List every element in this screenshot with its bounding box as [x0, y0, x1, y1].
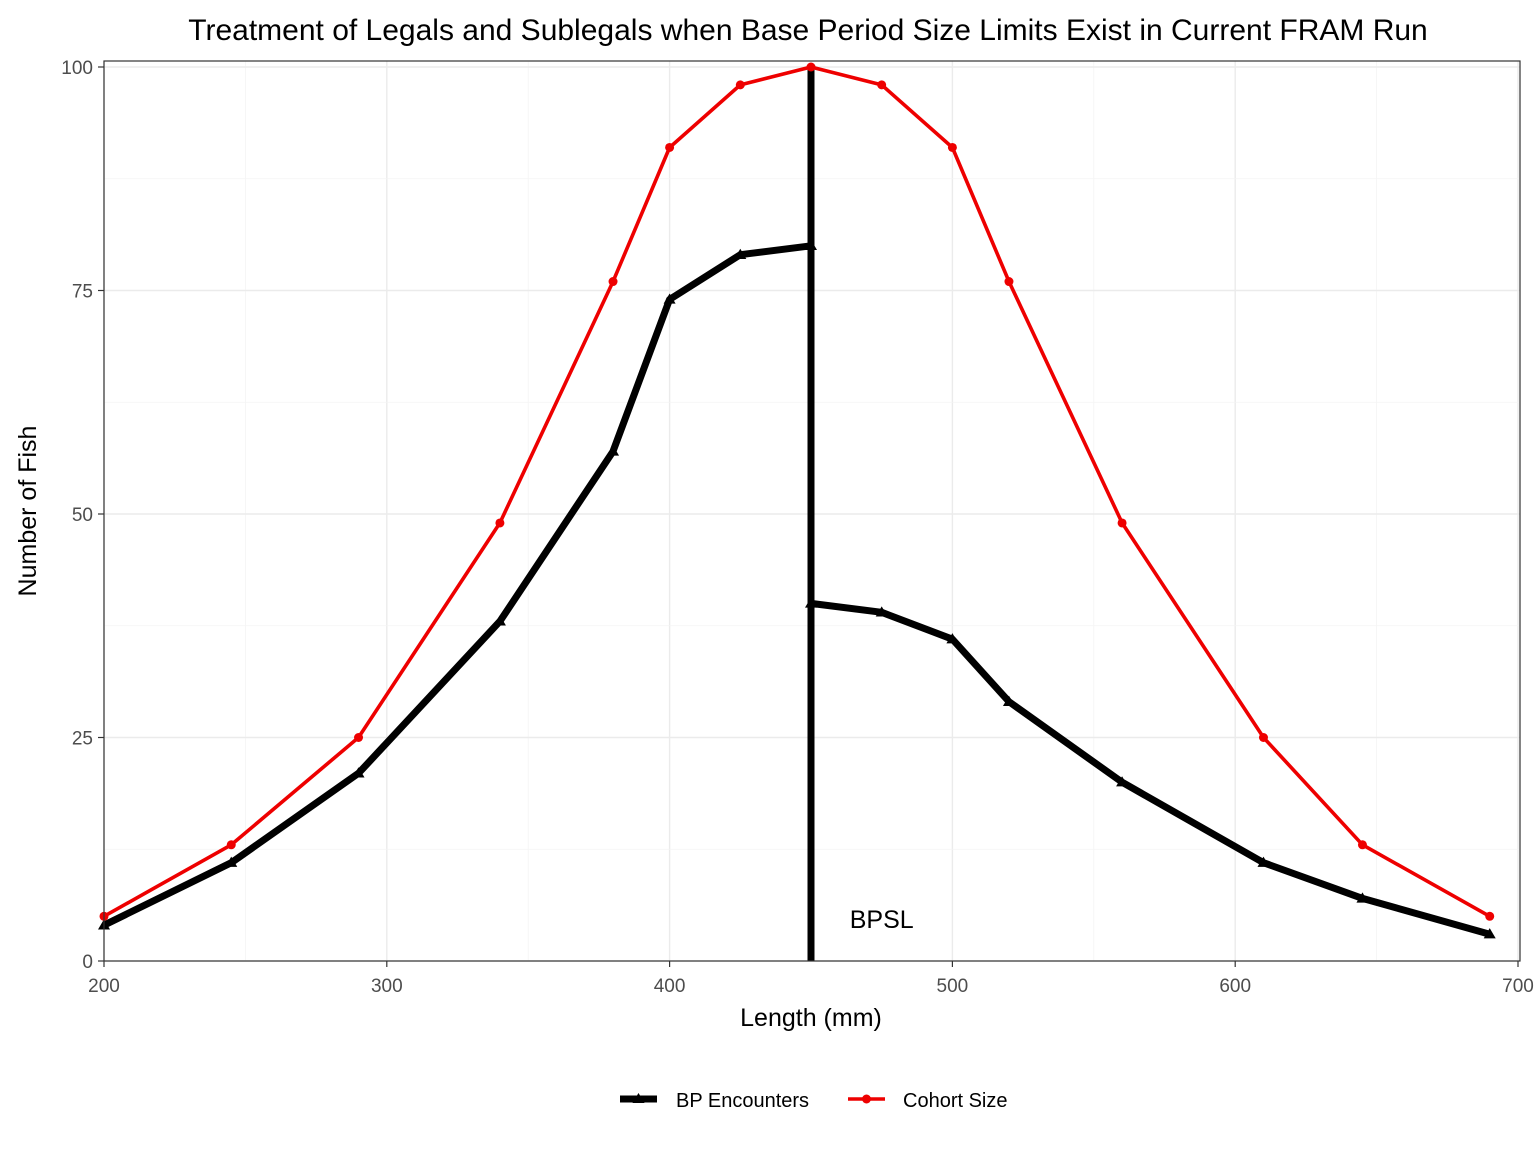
legend-key-bp-encounters [620, 1093, 657, 1103]
x-tick-label: 400 [654, 976, 686, 997]
x-axis-title: Length (mm) [740, 1004, 882, 1032]
data-point-circle [495, 518, 505, 528]
y-axis-title: Number of Fish [14, 426, 42, 597]
chart-title: Treatment of Legals and Sublegals when B… [188, 14, 1427, 47]
x-tick-label: 200 [88, 976, 120, 997]
data-point-circle [1004, 277, 1014, 287]
data-point-triangle [225, 856, 238, 867]
data-point-triangle [1257, 856, 1270, 867]
series-line [102, 242, 812, 929]
data-point-triangle [805, 597, 817, 608]
bpsl-label: BPSL [850, 906, 914, 934]
data-point-circle [735, 80, 745, 90]
x-tick-label: 700 [1502, 976, 1534, 997]
data-point-circle [1485, 911, 1495, 921]
legend-label-cohort-size: Cohort Size [903, 1090, 1008, 1112]
legend-key-cohort-size [848, 1094, 885, 1104]
x-tick-label: 300 [371, 976, 403, 997]
y-tick-label: 0 [82, 952, 93, 973]
data-point-circle [665, 142, 675, 152]
data-point-triangle [493, 615, 506, 626]
data-point-circle [806, 62, 816, 72]
data-point-triangle [1356, 892, 1369, 903]
data-point-circle [1117, 518, 1127, 528]
data-point-circle [1357, 840, 1367, 850]
data-point-triangle [1002, 695, 1015, 706]
y-tick-label: 25 [72, 729, 93, 750]
data-point-circle [354, 733, 364, 742]
legend-label-bp-encounters: BP Encounters [676, 1090, 809, 1112]
data-point-triangle [1116, 776, 1129, 787]
data-point-triangle [875, 606, 888, 617]
series-bp-encounters [98, 239, 1496, 939]
legend-key-circle [862, 1094, 871, 1104]
data-point-circle [1258, 733, 1268, 742]
data-point-triangle [734, 248, 747, 259]
x-tick-label: 500 [937, 976, 969, 997]
data-point-triangle [607, 445, 620, 456]
legend: BP Encounters Cohort Size [620, 1090, 1008, 1112]
y-tick-label: 75 [72, 282, 93, 303]
data-point-triangle [352, 767, 365, 778]
data-point-circle [947, 142, 957, 152]
data-point-circle [877, 80, 887, 90]
series-cohort-size [99, 62, 1495, 921]
data-point-triangle [946, 633, 959, 644]
data-point-triangle [1483, 928, 1496, 939]
y-tick-label: 100 [61, 58, 93, 79]
data-point-triangle [805, 239, 817, 250]
series-line [810, 599, 1491, 938]
series-layer [98, 62, 1496, 939]
x-tick-label: 600 [1219, 976, 1251, 997]
y-tick-label: 50 [72, 505, 93, 526]
data-point-circle [608, 277, 618, 287]
panel-border [103, 60, 1521, 962]
legend-key-triangle [632, 1093, 645, 1103]
data-point-triangle [663, 293, 676, 304]
axes: 200 300 400 500 600 700 0 25 50 75 100 [61, 58, 1534, 997]
data-point-circle [226, 840, 236, 850]
